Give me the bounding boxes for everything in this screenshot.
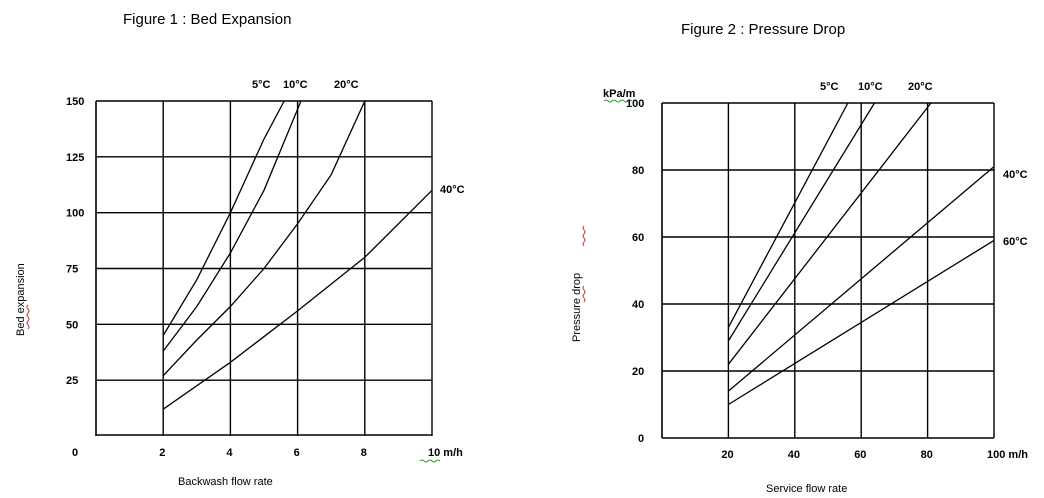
x-tick-label: 60 <box>854 449 866 461</box>
series-label: 20°C <box>908 81 933 93</box>
y-axis-label: Bed expansion <box>15 263 27 336</box>
series-label: 20°C <box>334 79 359 91</box>
bed-expansion-chart: Figure 1 : Bed Expansion 25 50 75 100 125 150 0… <box>15 11 465 488</box>
series-line <box>162 100 285 336</box>
chart-title: Figure 1 : Bed Expansion <box>123 11 291 28</box>
series-label: 10°C <box>283 79 308 91</box>
x-tick-label: 8 <box>361 447 367 459</box>
y-tick-label: 80 <box>632 165 644 177</box>
y-tick-label: 20 <box>632 366 644 378</box>
series-line <box>162 100 366 377</box>
y-tick-label: 25 <box>66 375 78 387</box>
x-tick-label: 6 <box>294 447 300 459</box>
series-line <box>162 100 302 352</box>
spellcheck-mark <box>603 99 633 103</box>
y-axis-label: Pressure drop <box>571 273 583 342</box>
spellcheck-mark <box>582 285 586 303</box>
series-label: 10°C <box>858 81 883 93</box>
y-tick-label: 100 <box>66 208 84 220</box>
spellcheck-mark <box>582 225 586 247</box>
series-label: 40°C <box>1003 169 1028 181</box>
series-line <box>162 189 433 410</box>
chart-title: Figure 2 : Pressure Drop <box>681 21 845 38</box>
series-line <box>727 102 849 328</box>
x-tick-label: 0 <box>72 447 78 459</box>
x-tick-label: 40 <box>788 449 800 461</box>
spellcheck-mark <box>419 459 441 463</box>
y-unit-label: kPa/m <box>603 88 636 100</box>
y-tick-label: 100 <box>626 98 644 110</box>
series-label: 40°C <box>440 184 465 196</box>
y-tick-label: 60 <box>632 232 644 244</box>
x-tick-label: 10 m/h <box>428 447 463 459</box>
y-tick-label: 75 <box>66 264 78 276</box>
series-label: 5°C <box>252 79 271 91</box>
series-label: 60°C <box>1003 236 1028 248</box>
spellcheck-mark <box>26 304 30 330</box>
series-line <box>728 239 995 406</box>
x-tick-label: 20 <box>721 449 733 461</box>
x-axis-label: Backwash flow rate <box>178 476 273 488</box>
y-tick-label: 150 <box>66 96 84 108</box>
x-axis-label: Service flow rate <box>766 483 847 495</box>
y-tick-label: 0 <box>638 433 644 445</box>
series-line <box>727 166 995 392</box>
x-tick-label: 100 m/h <box>987 449 1028 461</box>
y-tick-label: 40 <box>632 299 644 311</box>
pressure-drop-chart: Figure 2 : Pressure Drop kPa/m 0 20 40 60 80 10… <box>571 21 1028 495</box>
series-line <box>727 102 876 342</box>
series-line <box>727 102 932 365</box>
series-label: 5°C <box>820 81 839 93</box>
x-tick-label: 2 <box>159 447 165 459</box>
x-tick-label: 80 <box>921 449 933 461</box>
y-tick-label: 125 <box>66 152 84 164</box>
y-tick-label: 50 <box>66 319 78 331</box>
x-tick-label: 4 <box>226 447 233 459</box>
